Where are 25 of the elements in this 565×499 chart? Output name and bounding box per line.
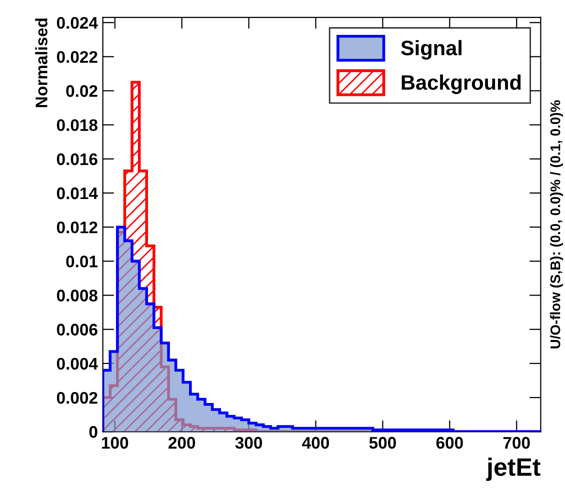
y-axis-title: Normalised: [35, 18, 48, 108]
x-tick-label: 300: [235, 436, 262, 449]
y-tick-label: 0.006: [56, 324, 98, 336]
legend-label: Background: [402, 74, 521, 94]
x-tick-label: 700: [503, 436, 530, 449]
y-tick-label: 0.016: [56, 153, 98, 166]
x-tick-label: 100: [102, 436, 128, 449]
y-tick-label: 0.01: [66, 256, 98, 268]
y-tick-label: 0.002: [56, 392, 98, 404]
x-tick-label: 500: [369, 436, 396, 449]
text: U/O-flow (S,B): (0.0, 0.0)% / (0.1, 0.0)%: [550, 100, 563, 348]
y-tick-label: 0.018: [56, 119, 98, 132]
x-tick-label: 400: [302, 436, 329, 449]
y-tick-label: 0.024: [56, 16, 98, 29]
y-tick-label: 0: [89, 426, 98, 438]
x-axis-title: jetEt: [486, 458, 540, 481]
x-tick-label: 200: [168, 436, 196, 449]
y-tick-label: 0.022: [56, 51, 98, 63]
x-tick-label: 600: [436, 436, 463, 449]
legend-label: Signal: [401, 40, 462, 60]
y-tick-label: 0.02: [66, 85, 98, 97]
y-tick-label: 0.004: [56, 358, 98, 370]
y-tick-label: 0.012: [56, 222, 98, 234]
y-tick-label: 0.014: [56, 187, 98, 200]
y-tick-label: 0.008: [56, 290, 98, 302]
